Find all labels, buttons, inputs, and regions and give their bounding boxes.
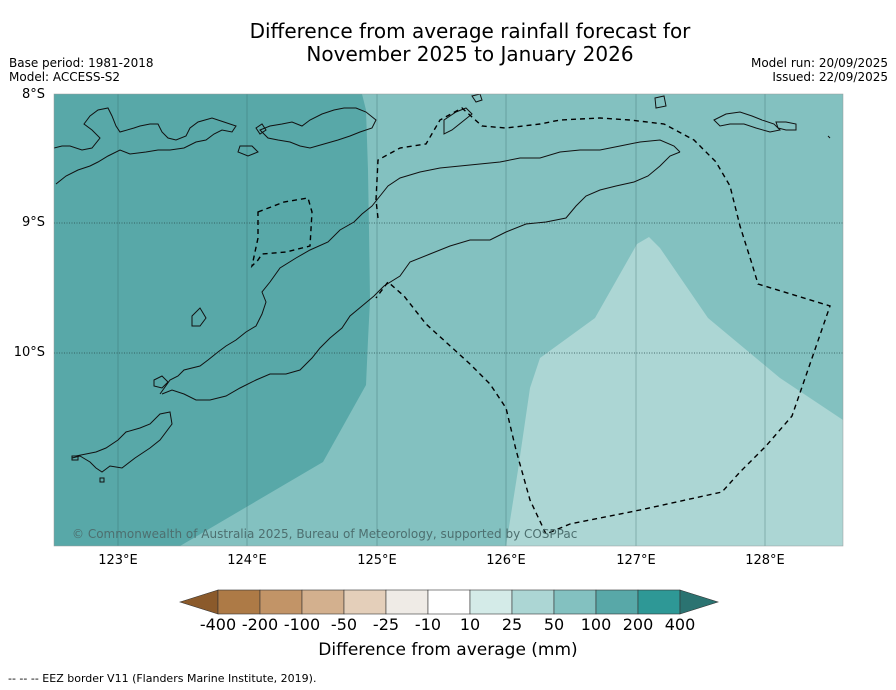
eez-legend-note: -- -- -- EEZ border V11 (Flanders Marine… — [8, 672, 317, 685]
colorbar-cell — [301, 589, 345, 615]
region-100-200-west — [54, 94, 370, 546]
colorbar-cell — [595, 589, 639, 615]
lat-label-10s: 10°S — [13, 345, 45, 360]
copyright-notice: © Commonwealth of Australia 2025, Bureau… — [72, 527, 578, 541]
island-small-5 — [654, 95, 667, 109]
wetar-coast — [259, 107, 377, 149]
colorbar-cell — [385, 589, 429, 615]
colorbar-cell — [343, 589, 387, 615]
colorbar-title: Difference from average (mm) — [318, 640, 578, 660]
island-small-6 — [713, 111, 782, 133]
lon-label-124e: 124°E — [227, 553, 267, 568]
eez-borders — [250, 107, 831, 535]
alor-coast — [54, 107, 237, 185]
colorbar-tick-label: 10 — [459, 615, 481, 634]
issued-date: Issued: 22/09/2025 — [772, 70, 888, 84]
colorbar-tick-label: -400 — [199, 615, 237, 634]
island-small-12 — [255, 123, 267, 135]
model-name: Model: ACCESS-S2 — [9, 70, 121, 84]
lon-label-127e: 127°E — [616, 553, 656, 568]
eez-border-main — [375, 107, 831, 535]
base-period: Base period: 1981-2018 — [9, 56, 154, 70]
colorbar-tick-label: -25 — [372, 615, 400, 634]
title-line-2: November 2025 to January 2026 — [306, 42, 634, 66]
island-small-7 — [775, 121, 797, 131]
colorbar-cell — [427, 589, 471, 615]
colorbar-tick-label: 400 — [664, 615, 696, 634]
region-25-50-southeast — [506, 237, 843, 546]
lat-gridlines — [54, 222, 843, 354]
colorbar-cell — [217, 589, 261, 615]
timor-coast — [71, 139, 681, 473]
colorbar-cell — [553, 589, 597, 615]
island-small-3 — [99, 477, 105, 483]
island-small-11 — [191, 307, 207, 327]
lon-label-123e: 123°E — [98, 553, 138, 568]
colorbar-tick-label: -200 — [241, 615, 279, 634]
lat-label-8s: 8°S — [21, 87, 45, 102]
colorbar-extend-low — [179, 589, 219, 615]
gridlines — [117, 94, 766, 546]
lat-label-9s: 9°S — [21, 215, 45, 230]
lon-label-128e: 128°E — [745, 553, 785, 568]
island-small-9 — [471, 94, 483, 103]
colorbar-tick-label: 100 — [580, 615, 612, 634]
model-run-info: Model run: 20/09/2025 Issued: 22/09/2025 — [751, 56, 888, 84]
island-small-8 — [443, 107, 473, 135]
model-run-date: Model run: 20/09/2025 — [750, 56, 888, 70]
colorbar-tick-label: -10 — [414, 615, 442, 634]
colorbar-tick-label: 25 — [501, 615, 523, 634]
coastlines — [54, 94, 831, 483]
colorbar-tick-label: 50 — [543, 615, 565, 634]
colorbar-cell — [469, 589, 513, 615]
island-small-2 — [153, 375, 169, 389]
base-period-info: Base period: 1981-2018 Model: ACCESS-S2 — [9, 56, 154, 84]
colorbar-tick-label: -100 — [283, 615, 321, 634]
map-title: Difference from average rainfall forecas… — [0, 20, 896, 66]
colorbar-cell — [637, 589, 681, 615]
colorbar — [179, 589, 719, 615]
lon-label-125e: 125°E — [357, 553, 397, 568]
colorbar-extend-high — [679, 589, 719, 615]
lon-label-126e: 126°E — [486, 553, 526, 568]
island-small-10 — [827, 135, 831, 139]
colorbar-tick-label: 200 — [622, 615, 654, 634]
eez-border-west — [250, 197, 313, 269]
island-small-1 — [237, 145, 259, 157]
island-small-4 — [71, 455, 79, 461]
colorbar-cell — [511, 589, 555, 615]
colorbar-tick-label: -50 — [330, 615, 358, 634]
title-line-1: Difference from average rainfall forecas… — [249, 19, 691, 43]
colorbar-cell — [259, 589, 303, 615]
